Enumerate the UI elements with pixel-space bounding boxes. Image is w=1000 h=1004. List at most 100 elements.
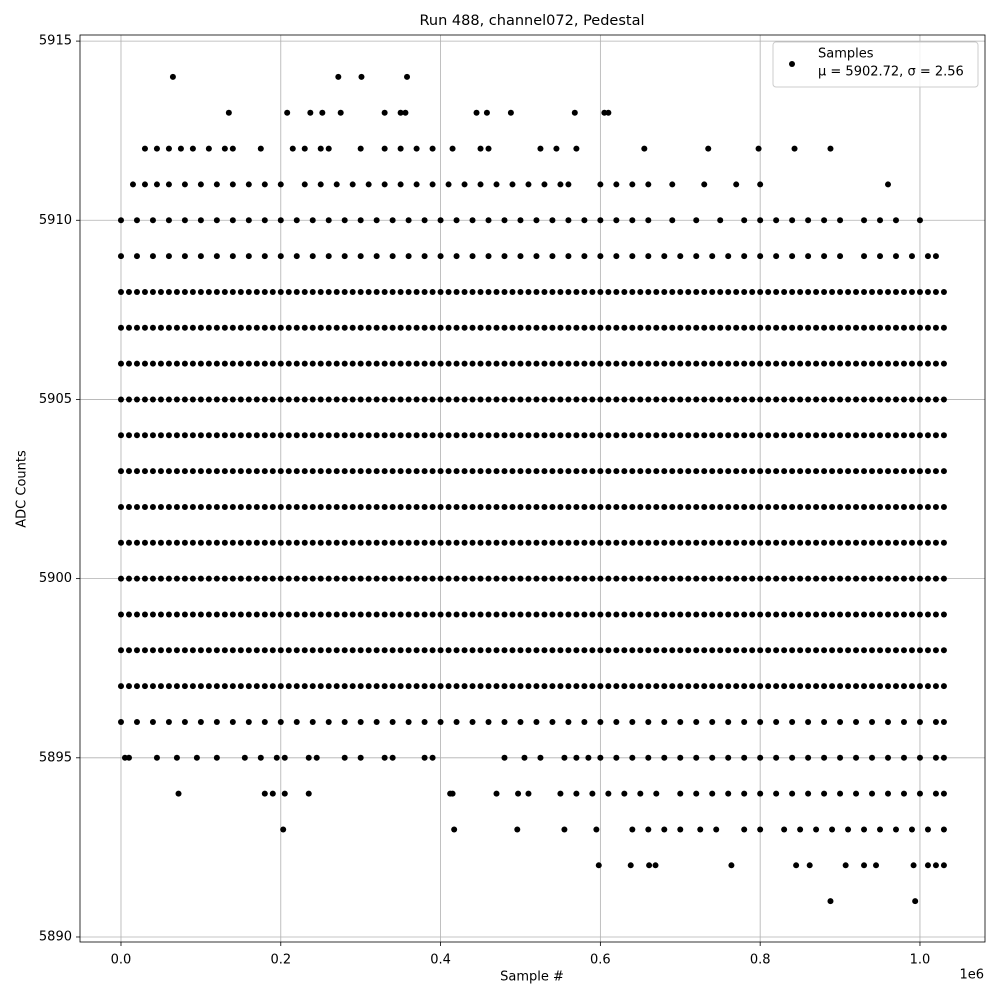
point xyxy=(813,288,820,295)
point xyxy=(429,754,436,761)
point xyxy=(349,396,356,403)
point xyxy=(916,324,923,331)
point xyxy=(605,109,612,116)
point xyxy=(549,611,556,618)
point xyxy=(629,718,636,725)
chart-title: Run 488, channel072, Pedestal xyxy=(419,13,644,29)
point xyxy=(837,754,844,761)
point xyxy=(645,575,652,582)
point xyxy=(613,288,620,295)
point xyxy=(437,324,444,331)
point xyxy=(229,575,236,582)
point xyxy=(213,575,220,582)
point xyxy=(293,360,300,367)
point xyxy=(117,253,124,260)
point xyxy=(493,611,500,618)
point xyxy=(717,324,724,331)
point xyxy=(773,432,780,439)
point xyxy=(305,790,312,797)
point xyxy=(397,647,404,654)
point xyxy=(629,611,636,618)
point xyxy=(757,539,764,546)
point xyxy=(485,396,492,403)
point xyxy=(173,611,180,618)
point xyxy=(389,539,396,546)
point xyxy=(261,790,268,797)
point xyxy=(900,539,907,546)
point xyxy=(805,683,812,690)
point xyxy=(877,611,884,618)
point xyxy=(461,468,468,475)
point xyxy=(397,396,404,403)
point xyxy=(677,826,684,833)
point xyxy=(597,253,604,260)
point xyxy=(237,647,244,654)
point xyxy=(197,539,204,546)
point xyxy=(197,181,204,188)
point xyxy=(413,432,420,439)
point xyxy=(437,396,444,403)
point xyxy=(221,324,228,331)
point xyxy=(469,324,476,331)
point xyxy=(725,647,732,654)
point xyxy=(237,324,244,331)
point xyxy=(517,360,524,367)
point xyxy=(709,611,716,618)
point xyxy=(789,754,796,761)
point xyxy=(916,611,923,618)
point xyxy=(597,181,604,188)
point xyxy=(493,468,500,475)
point xyxy=(365,468,372,475)
point xyxy=(461,324,468,331)
point xyxy=(469,611,476,618)
point xyxy=(749,647,756,654)
point xyxy=(501,754,508,761)
point xyxy=(885,790,892,797)
point xyxy=(445,432,452,439)
point xyxy=(277,288,284,295)
point xyxy=(389,611,396,618)
point xyxy=(307,109,314,116)
point xyxy=(389,253,396,260)
point xyxy=(365,647,372,654)
point xyxy=(397,575,404,582)
point xyxy=(581,432,588,439)
point xyxy=(405,503,412,510)
point xyxy=(181,324,188,331)
point xyxy=(341,575,348,582)
point xyxy=(149,253,156,260)
point xyxy=(173,539,180,546)
point xyxy=(773,503,780,510)
point xyxy=(652,862,659,869)
point xyxy=(213,324,220,331)
point xyxy=(517,647,524,654)
point xyxy=(133,718,140,725)
point xyxy=(445,360,452,367)
point xyxy=(581,575,588,582)
point xyxy=(765,432,772,439)
point xyxy=(885,396,892,403)
point xyxy=(621,790,628,797)
point xyxy=(709,253,716,260)
point xyxy=(541,683,548,690)
point xyxy=(885,432,892,439)
point xyxy=(749,503,756,510)
point xyxy=(924,432,931,439)
point xyxy=(149,503,156,510)
point xyxy=(940,862,947,869)
point xyxy=(181,360,188,367)
point xyxy=(916,217,923,224)
point xyxy=(477,683,484,690)
point xyxy=(741,468,748,475)
point xyxy=(429,324,436,331)
point xyxy=(117,360,124,367)
point xyxy=(445,539,452,546)
point xyxy=(133,468,140,475)
point xyxy=(940,468,947,475)
point xyxy=(221,396,228,403)
point xyxy=(221,468,228,475)
point xyxy=(333,360,340,367)
point xyxy=(205,647,212,654)
point xyxy=(541,539,548,546)
x-tick-label: 1.0 xyxy=(910,953,931,968)
